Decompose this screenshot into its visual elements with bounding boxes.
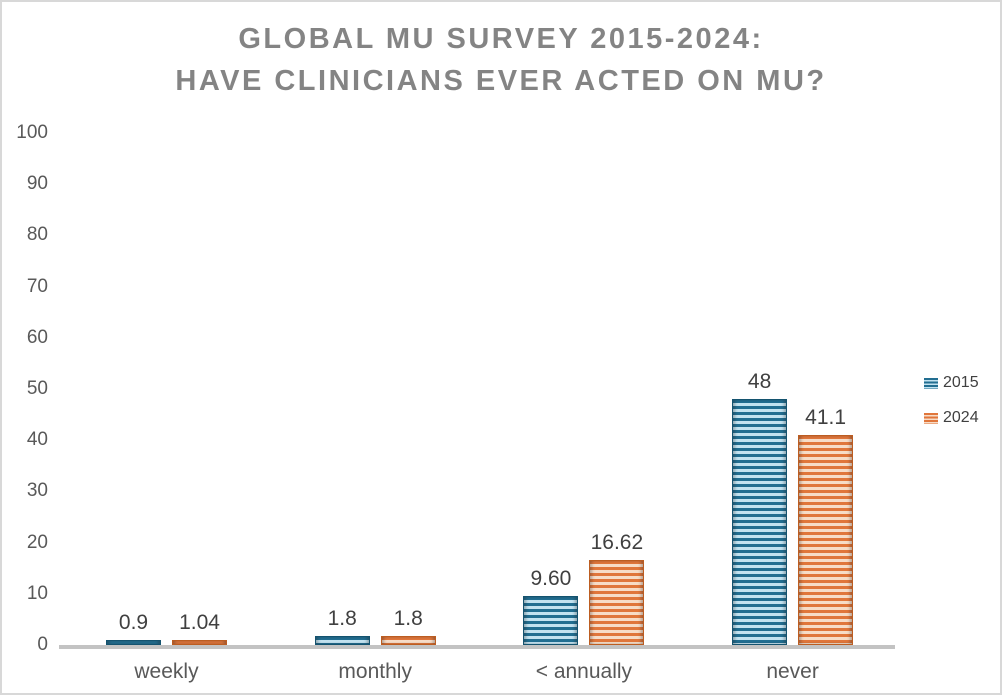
y-axis-tick-label: 70 <box>26 275 48 297</box>
data-label-2015-monthly: 1.8 <box>327 606 357 630</box>
y-axis-tick-label: 10 <box>26 582 48 604</box>
x-axis-category-label: never <box>766 660 819 683</box>
y-axis-tick-label: 60 <box>26 326 48 348</box>
legend-item-2015: 2015 <box>924 374 979 392</box>
x-axis-category-label: < annually <box>535 660 633 683</box>
data-label-2024--annually: 16.62 <box>590 530 644 554</box>
chart-title-line2: HAVE CLINICIANS EVER ACTED ON MU? <box>175 65 827 97</box>
chart-title: GLOBAL MU SURVEY 2015-2024: HAVE CLINICI… <box>2 18 1000 102</box>
bar-2024-monthly <box>380 635 436 645</box>
data-label-2015-weekly: 0.9 <box>118 611 149 635</box>
data-label-2015--annually: 9.60 <box>530 566 572 590</box>
bar-2015-never <box>732 399 788 645</box>
chart-title-line1: GLOBAL MU SURVEY 2015-2024: <box>238 23 764 55</box>
x-axis-line <box>59 645 895 649</box>
legend-label: 2015 <box>943 374 979 391</box>
x-axis-category-label: weekly <box>134 660 199 683</box>
y-axis-tick-label: 90 <box>26 173 48 195</box>
x-axis-category-label: monthly <box>338 660 412 683</box>
data-label-2024-weekly: 1.04 <box>179 610 220 634</box>
y-axis-tick-label: 80 <box>26 224 48 246</box>
bar-2015-monthly <box>314 635 370 645</box>
bar-2015-weekly <box>106 640 161 645</box>
bar-2024-never <box>798 434 854 645</box>
y-axis-tick-label: 50 <box>26 378 48 399</box>
y-axis-tick-label: 30 <box>26 480 48 502</box>
bar-2015--annually <box>523 595 579 645</box>
legend-marker-icon <box>924 412 938 424</box>
legend-marker-icon <box>924 377 938 389</box>
data-label-2015-never: 48 <box>747 370 772 394</box>
legend-item-2024: 2024 <box>924 409 979 427</box>
y-axis-tick-label: 0 <box>37 634 48 655</box>
data-label-2024-monthly: 1.8 <box>393 606 423 630</box>
y-axis-tick-label: 20 <box>26 531 48 553</box>
y-axis-tick-label: 40 <box>26 429 48 451</box>
data-label-2024-never: 41.1 <box>805 405 847 429</box>
y-axis-tick-label: 100 <box>16 122 48 143</box>
legend-label: 2024 <box>943 409 979 426</box>
bar-2024--annually <box>589 559 645 645</box>
bar-2024-weekly <box>172 639 227 645</box>
